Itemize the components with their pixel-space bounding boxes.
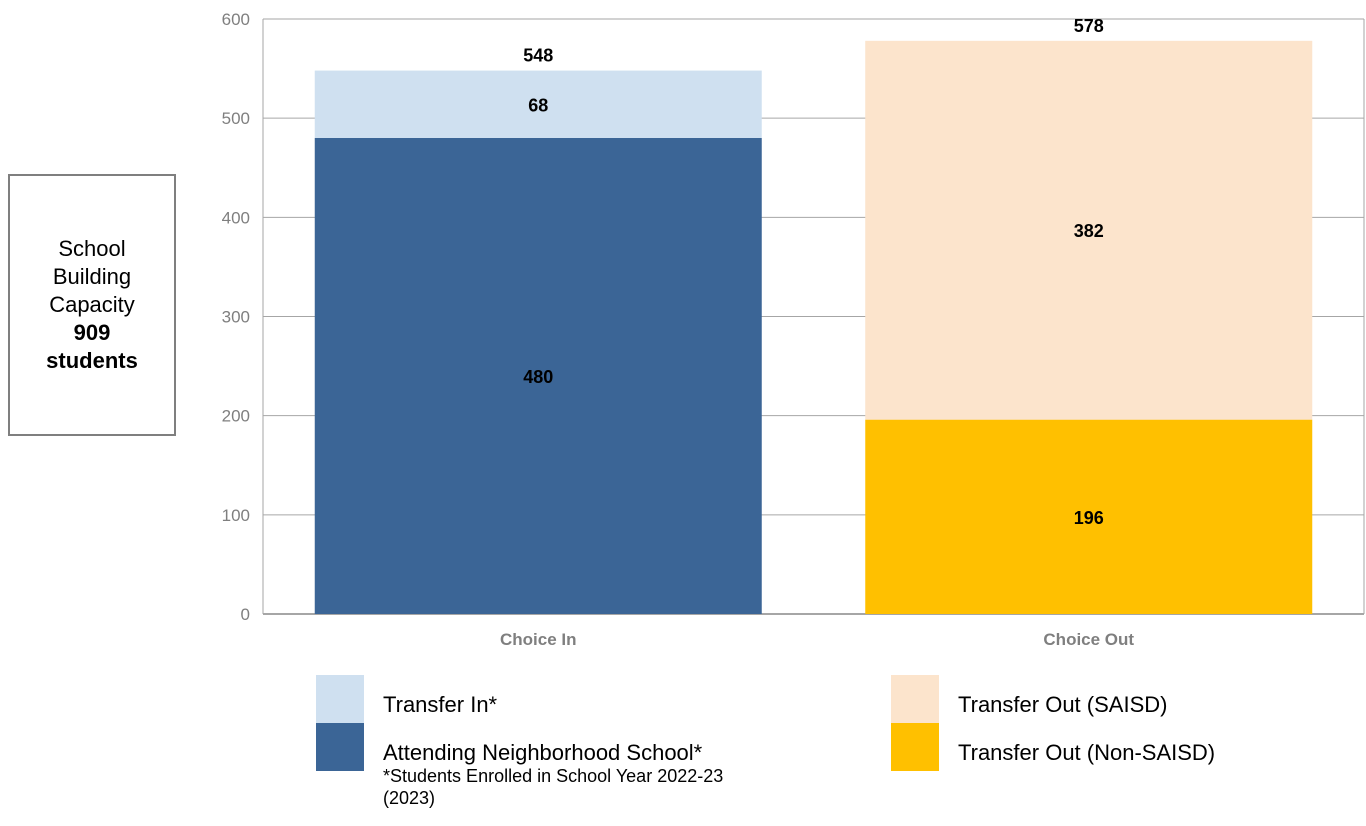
y-tick-label: 500 [222,109,250,128]
capacity-box: School Building Capacity 909 students [8,174,176,436]
data-label: 382 [1074,221,1104,241]
footnote-line-1: *Students Enrolled in School Year 2022-2… [383,766,724,786]
y-tick-label: 100 [222,506,250,525]
legend-label-attending: Attending Neighborhood School* [383,740,703,765]
legend-swatch-attending [316,723,364,771]
footnote: *Students Enrolled in School Year 2022-2… [383,765,723,809]
bar-segment [865,40,1313,420]
bar-segment [314,70,762,138]
stacked-bar-chart: 0 100 200 300 400 500 600 480 68 548 Choice In 196 3… [222,10,1365,649]
capacity-unit: students [46,348,138,373]
legend-swatch-transfer-in [316,675,364,723]
capacity-value: 909 [73,320,111,345]
total-label: 548 [523,46,553,66]
legend-label-transfer-out-non-saisd: Transfer Out (Non-SAISD) [958,740,1216,765]
x-tick-label: Choice Out [1043,630,1134,649]
legend-label-transfer-out-saisd: Transfer Out (SAISD) [958,692,1168,717]
total-label: 578 [1074,16,1104,36]
data-label: 480 [523,367,553,387]
y-tick-label: 0 [241,605,250,624]
capacity-line-3: Capacity [49,292,135,317]
capacity-line-1: School [58,236,126,261]
data-label: 68 [528,95,548,115]
legend-swatch-transfer-out-non-saisd [891,723,939,771]
x-tick-label: Choice In [500,630,577,649]
bar-segment [314,138,762,614]
data-label: 196 [1074,508,1104,528]
footnote-line-2: (2023) [383,788,436,808]
capacity-line-2: Building [52,264,132,289]
y-tick-label: 600 [222,10,250,29]
legend-swatch-transfer-out-saisd [891,675,939,723]
legend-label-transfer-in: Transfer In* [383,692,498,717]
y-tick-label: 300 [222,308,250,327]
y-tick-label: 200 [222,407,250,426]
bar-segment [865,419,1313,614]
y-tick-label: 400 [222,208,250,227]
